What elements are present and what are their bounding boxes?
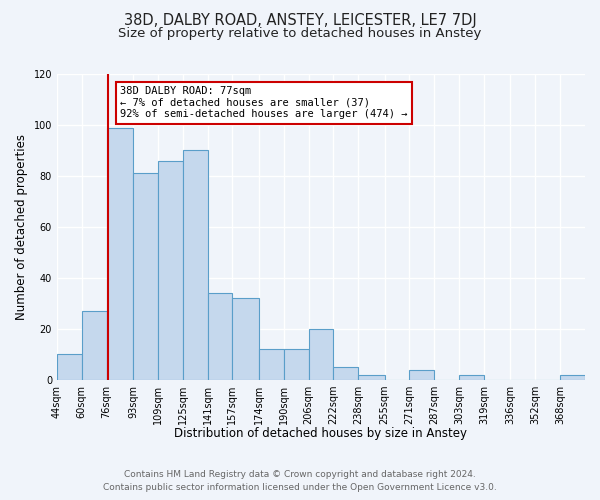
Bar [459, 375, 484, 380]
Text: 38D, DALBY ROAD, ANSTEY, LEICESTER, LE7 7DJ: 38D, DALBY ROAD, ANSTEY, LEICESTER, LE7 … [124, 12, 476, 28]
Bar [232, 298, 259, 380]
Bar [308, 329, 334, 380]
Bar [560, 375, 585, 380]
Bar [409, 370, 434, 380]
Bar [107, 128, 133, 380]
Bar [133, 174, 158, 380]
Bar [82, 311, 107, 380]
Bar [334, 367, 358, 380]
Text: Size of property relative to detached houses in Anstey: Size of property relative to detached ho… [118, 28, 482, 40]
Bar [259, 350, 284, 380]
Bar [183, 150, 208, 380]
Text: Contains HM Land Registry data © Crown copyright and database right 2024.
Contai: Contains HM Land Registry data © Crown c… [103, 470, 497, 492]
Bar [358, 375, 385, 380]
Bar [57, 354, 82, 380]
Text: 38D DALBY ROAD: 77sqm
← 7% of detached houses are smaller (37)
92% of semi-detac: 38D DALBY ROAD: 77sqm ← 7% of detached h… [120, 86, 408, 120]
X-axis label: Distribution of detached houses by size in Anstey: Distribution of detached houses by size … [175, 427, 467, 440]
Bar [158, 160, 183, 380]
Bar [208, 293, 232, 380]
Bar [284, 350, 308, 380]
Y-axis label: Number of detached properties: Number of detached properties [15, 134, 28, 320]
